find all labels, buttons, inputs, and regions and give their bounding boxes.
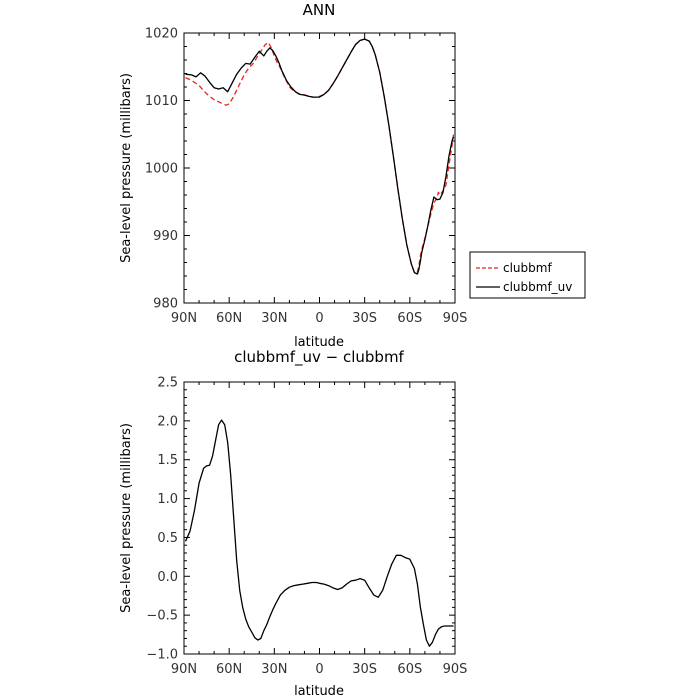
top-y-tick-label: 990	[153, 229, 178, 244]
top-panel: ANN 90N 60N 30N 0 30S 60S 90S 980 990 1000 1010 10…	[119, 1, 586, 350]
top-series-line-clubbmf-uv	[185, 38, 455, 275]
legend-label-clubbmf-uv: clubbmf_uv	[503, 280, 572, 294]
bottom-x-tick-label: 60S	[397, 662, 422, 677]
top-plot-frame	[183, 32, 456, 304]
top-series-line-clubbmf	[185, 38, 455, 274]
bottom-chart-title: clubbmf_uv − clubbmf	[234, 348, 404, 367]
bottom-x-tick-label: 30N	[261, 662, 287, 677]
top-x-axis-label: latitude	[294, 335, 344, 350]
bottom-y-tick-label: 0.0	[157, 570, 178, 585]
top-y-tick-label: 980	[153, 297, 178, 312]
top-x-tick-label: 60N	[216, 311, 242, 326]
top-y-tick-label: 1020	[145, 27, 178, 42]
legend: clubbmf clubbmf_uv	[469, 251, 586, 299]
top-y-tick-label: 1000	[145, 162, 178, 177]
bottom-y-tick-label: 1.5	[157, 453, 178, 468]
legend-box	[469, 251, 586, 299]
bottom-series-line-0	[184, 419, 454, 647]
top-x-tick-label: 0	[315, 311, 323, 326]
bottom-x-tick-label: 0	[315, 662, 323, 677]
bottom-x-tick-label: 60N	[216, 662, 242, 677]
bottom-x-tick-label: 90N	[171, 662, 197, 677]
bottom-x-axis-label: latitude	[294, 684, 344, 699]
bottom-y-tick-label: −0.5	[146, 609, 178, 624]
bottom-y-tick-label: 2.5	[157, 376, 178, 391]
top-x-tick-label: 90N	[171, 311, 197, 326]
bottom-panel: clubbmf_uv − clubbmf 90N 60N 30N 0 30S 60S 90S…	[119, 348, 467, 699]
top-ticks	[183, 32, 456, 304]
top-x-tick-label: 90S	[443, 311, 468, 326]
top-x-tick-label: 30S	[352, 311, 377, 326]
bottom-plot-frame	[183, 381, 456, 655]
bottom-y-axis-label: Sea-level pressure (millibars)	[119, 423, 134, 613]
top-y-tick-labels: 980 990 1000 1010 1020	[145, 27, 178, 312]
bottom-y-tick-label: 2.0	[157, 414, 178, 429]
bottom-y-tick-labels: 2.5 2.0 1.5 1.0 0.5 0.0 −0.5 −1.0	[146, 376, 178, 663]
top-y-axis-label: Sea-level pressure (millibars)	[119, 73, 134, 263]
bottom-y-tick-label: −1.0	[146, 648, 178, 663]
top-series-group	[185, 38, 455, 275]
bottom-series-group	[184, 419, 454, 647]
top-x-tick-label: 30N	[261, 311, 287, 326]
bottom-x-tick-labels: 90N 60N 30N 0 30S 60S 90S	[171, 662, 468, 677]
top-x-tick-labels: 90N 60N 30N 0 30S 60S 90S	[171, 311, 468, 326]
bottom-ticks	[183, 381, 456, 655]
bottom-x-tick-label: 30S	[352, 662, 377, 677]
bottom-y-tick-label: 1.0	[157, 492, 178, 507]
top-chart-title: ANN	[303, 1, 336, 19]
legend-label-clubbmf: clubbmf	[503, 261, 552, 275]
bottom-x-tick-label: 90S	[443, 662, 468, 677]
top-x-tick-label: 60S	[397, 311, 422, 326]
bottom-y-tick-label: 0.5	[157, 531, 178, 546]
top-y-tick-label: 1010	[145, 94, 178, 109]
